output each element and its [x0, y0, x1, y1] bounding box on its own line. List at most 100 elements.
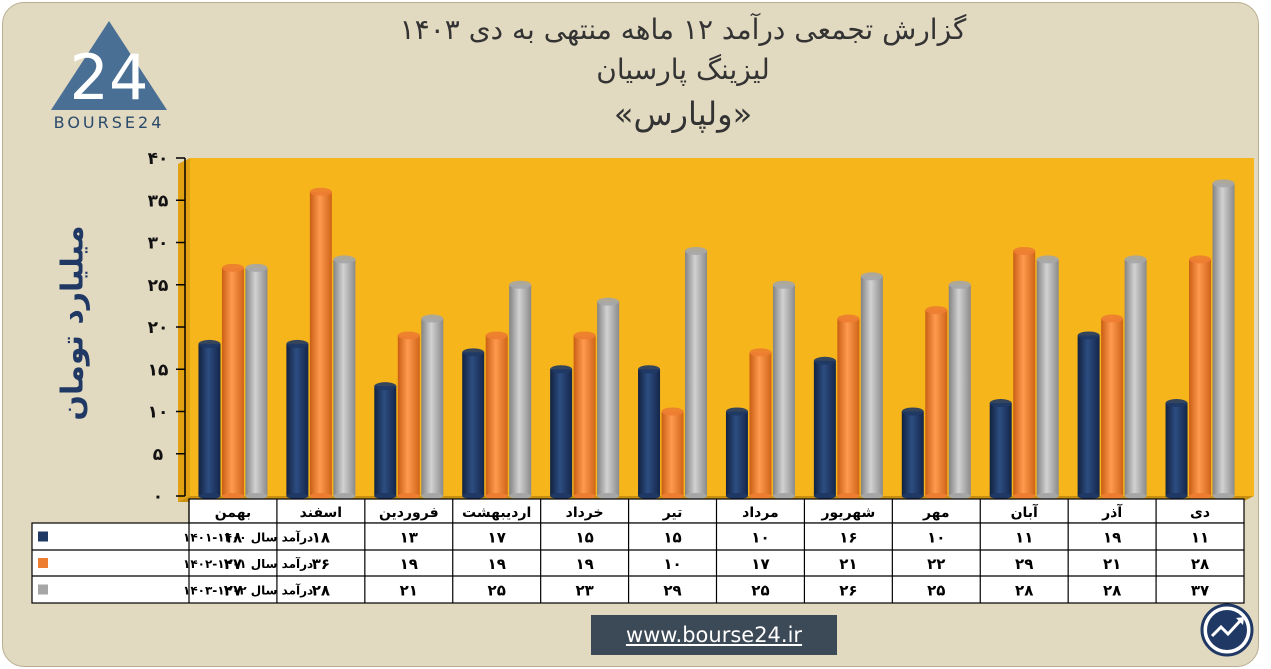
- bar: [1013, 246, 1036, 499]
- y-tick-label: ۱۰: [148, 403, 169, 423]
- data-label: ۲۸: [1191, 555, 1209, 573]
- data-label: ۱۹: [1103, 529, 1121, 547]
- data-label: ۱۵: [575, 529, 593, 547]
- data-label: ۱۸: [312, 529, 330, 547]
- bar: [1036, 255, 1059, 499]
- growth-chart-icon: [1200, 603, 1254, 657]
- data-label: ۲۱: [839, 555, 857, 573]
- bar: [948, 280, 971, 499]
- category-label: بهمن: [215, 505, 251, 521]
- data-label: ۱۷: [488, 529, 506, 547]
- data-label: ۲۹: [1015, 555, 1033, 573]
- bar: [749, 348, 772, 499]
- legend-swatch: [38, 584, 48, 595]
- data-label: ۱۹: [575, 555, 593, 573]
- legend-swatch: [38, 558, 48, 568]
- logo-text: BOURSE24: [53, 113, 165, 132]
- website-link[interactable]: www.bourse24.ir: [625, 623, 803, 647]
- bar: [1165, 399, 1188, 499]
- legend-label: درآمد سال ۱۴۰۲-۱۴۰۳: [183, 583, 313, 598]
- bar: [374, 382, 397, 499]
- data-label: ۱۱: [1015, 529, 1033, 547]
- company-name: لیزینگ پارسیان: [596, 53, 770, 86]
- data-label: ۲۷: [224, 555, 242, 573]
- bar: [597, 297, 620, 499]
- data-label: ۱۱: [1191, 529, 1209, 547]
- data-label: ۱۵: [663, 529, 681, 547]
- bar: [1212, 179, 1235, 499]
- data-label: ۲۸: [1103, 582, 1121, 600]
- data-label: ۱۶: [839, 529, 857, 547]
- bar: [198, 339, 221, 499]
- data-label: ۲۵: [488, 582, 506, 600]
- y-tick-label: ۰: [153, 487, 163, 507]
- bar: [509, 280, 532, 499]
- bar: [837, 314, 860, 499]
- category-label: فروردین: [379, 505, 439, 521]
- website-banner[interactable]: www.bourse24.ir: [591, 615, 837, 655]
- data-table: [31, 522, 1245, 604]
- category-label: مرداد: [742, 505, 779, 521]
- bar: [333, 255, 356, 499]
- y-tick-label: ۵: [153, 445, 163, 465]
- bar: [1077, 331, 1100, 499]
- bar: [550, 365, 573, 499]
- bar: [309, 187, 332, 499]
- bar: [462, 348, 485, 499]
- bar: [772, 280, 795, 499]
- data-label: ۲۲: [927, 555, 945, 573]
- bar: [397, 331, 420, 499]
- data-label: ۲۸: [1015, 582, 1033, 600]
- bar: [1189, 255, 1212, 499]
- data-label: ۱۰: [663, 555, 681, 573]
- data-label: ۱۰: [927, 529, 945, 547]
- data-label: ۱۷: [751, 555, 769, 573]
- bar: [901, 407, 924, 499]
- bar: [725, 407, 748, 499]
- data-label: ۲۹: [663, 582, 681, 600]
- data-label: ۱۰: [751, 529, 769, 547]
- bar: [485, 331, 508, 499]
- category-label: خرداد: [566, 505, 604, 521]
- bourse24-logo: 24: [51, 21, 167, 114]
- data-label: ۱۹: [488, 555, 506, 573]
- category-label: اسفند: [300, 505, 342, 521]
- data-label: ۳۶: [312, 555, 330, 573]
- data-label: ۱۳: [400, 529, 418, 547]
- data-label: ۳۷: [1191, 582, 1209, 600]
- category-label: تیر: [662, 505, 683, 521]
- bar: [1124, 255, 1147, 499]
- category-label: شهریور: [820, 505, 875, 521]
- chart-title: گزارش تجمعی درآمد ۱۲ ماهه منتهی به دی ۱۴…: [399, 13, 967, 46]
- bar: [573, 331, 596, 499]
- bar: [245, 263, 268, 499]
- bar: [661, 407, 684, 499]
- bar: [925, 306, 948, 499]
- data-label: ۲۸: [312, 582, 330, 600]
- data-label: ۱۸: [224, 529, 242, 547]
- plot-side-wall: [178, 158, 190, 502]
- bar: [860, 272, 883, 499]
- category-label: آبان: [1011, 503, 1039, 521]
- bar: [685, 246, 708, 499]
- plot-area: [190, 158, 1254, 496]
- legend-swatch: [38, 531, 48, 542]
- data-label: ۲۵: [751, 582, 769, 600]
- category-label: دی: [1190, 505, 1210, 521]
- bar: [638, 365, 661, 499]
- y-tick-label: ۴۰: [148, 149, 169, 169]
- data-label: ۲۵: [927, 582, 945, 600]
- logo-triangle: [51, 21, 167, 110]
- category-label: مهر: [922, 505, 950, 521]
- ticker-symbol: «ولپارس»: [613, 95, 753, 133]
- data-label: ۲۱: [400, 582, 418, 600]
- data-label: ۲۱: [1103, 555, 1121, 573]
- bar: [1101, 314, 1124, 499]
- logo-mark-text: 24: [70, 41, 149, 114]
- y-tick-label: ۱۵: [148, 360, 169, 380]
- bar: [221, 263, 244, 499]
- y-tick-label: ۳۵: [148, 191, 169, 211]
- legend-label: درآمد سال ۱۴۰۱-۱۴۰۲: [183, 556, 313, 571]
- bar: [286, 339, 309, 499]
